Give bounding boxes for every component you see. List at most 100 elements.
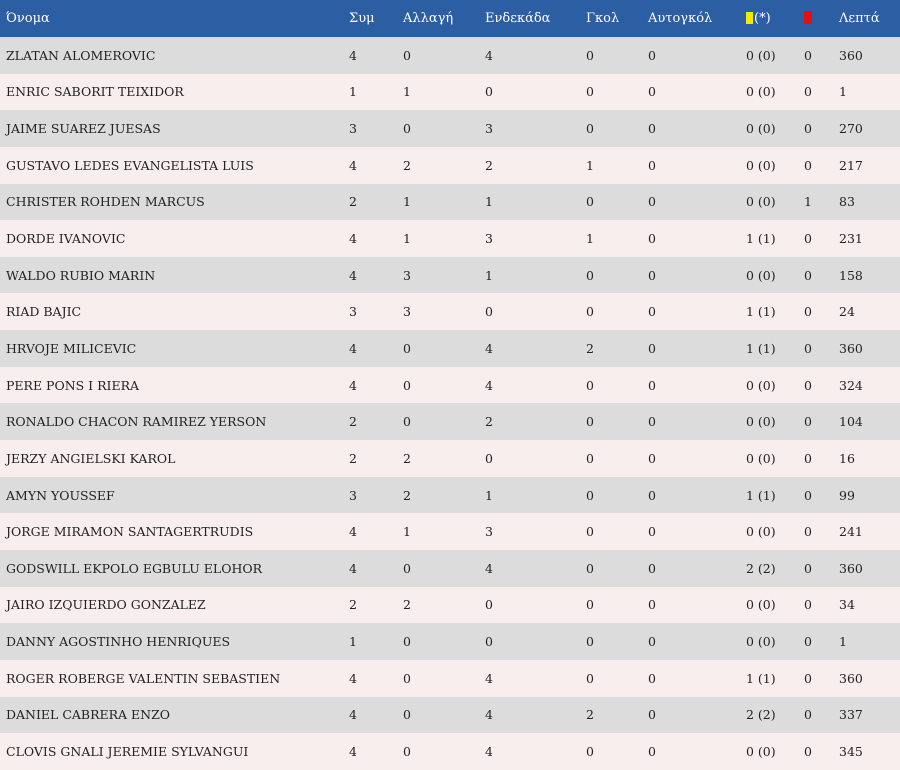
starts-cell: 0	[485, 634, 493, 650]
player-name[interactable]: DANNY AGOSTINHO HENRIQUES	[6, 634, 231, 650]
minutes-cell: 231	[839, 231, 863, 247]
goals-cell: 0	[586, 743, 594, 759]
sub-cell: 3	[403, 267, 411, 283]
table-row: HRVOJE MILICEVIC 4 0 4 2 0 1 (1) 0 360	[0, 330, 900, 367]
red-cards-cell: 0	[804, 340, 812, 356]
header-red-cards[interactable]	[804, 0, 839, 37]
minutes-cell: 360	[839, 47, 863, 63]
yellow-card-icon	[746, 12, 753, 24]
player-name[interactable]: HRVOJE MILICEVIC	[6, 340, 137, 356]
apps-cell: 2	[349, 194, 357, 210]
red-cards-cell: 1	[804, 194, 812, 210]
own-goals-cell: 0	[648, 47, 656, 63]
red-cards-cell: 0	[804, 231, 812, 247]
sub-cell: 0	[403, 560, 411, 576]
starts-cell: 3	[485, 231, 493, 247]
red-cards-cell: 0	[804, 304, 812, 320]
player-name[interactable]: ROGER ROBERGE VALENTIN SEBASTIEN	[6, 670, 281, 686]
header-minutes[interactable]: Λεπτά	[839, 11, 880, 26]
minutes-cell: 360	[839, 340, 863, 356]
player-name[interactable]: DANIEL CABRERA ENZO	[6, 707, 171, 723]
apps-cell: 3	[349, 121, 357, 137]
yellow-cards-cell: 0 (0)	[746, 634, 776, 650]
goals-cell: 0	[586, 267, 594, 283]
yellow-cards-cell: 0 (0)	[746, 47, 776, 63]
player-name[interactable]: JAIME SUAREZ JUESAS	[6, 121, 161, 137]
player-name[interactable]: JERZY ANGIELSKI KAROL	[6, 450, 176, 466]
apps-cell: 4	[349, 267, 357, 283]
header-own-goals[interactable]: Αυτογκόλ	[648, 11, 713, 26]
minutes-cell: 345	[839, 743, 863, 759]
starts-cell: 4	[485, 743, 493, 759]
own-goals-cell: 0	[648, 267, 656, 283]
table-row: JAIME SUAREZ JUESAS 3 0 3 0 0 0 (0) 0 270	[0, 110, 900, 147]
starts-cell: 0	[485, 597, 493, 613]
own-goals-cell: 0	[648, 524, 656, 540]
header-sub[interactable]: Αλλαγή	[403, 11, 454, 26]
apps-cell: 4	[349, 743, 357, 759]
apps-cell: 4	[349, 231, 357, 247]
player-name[interactable]: JAIRO IZQUIERDO GONZALEZ	[6, 597, 206, 613]
red-cards-cell: 0	[804, 414, 812, 430]
table-row: GODSWILL EKPOLO EGBULU ELOHOR 4 0 4 0 0 2 (2) 0…	[0, 549, 900, 587]
sub-cell: 1	[403, 194, 411, 210]
own-goals-cell: 0	[648, 121, 656, 137]
player-name[interactable]: RIAD BAJIC	[6, 304, 82, 320]
player-name[interactable]: ENRIC SABORIT TEIXIDOR	[6, 84, 184, 100]
minutes-cell: 24	[839, 304, 855, 320]
red-card-icon	[804, 11, 812, 24]
sub-cell: 0	[403, 670, 411, 686]
player-name[interactable]: GODSWILL EKPOLO EGBULU ELOHOR	[6, 560, 263, 576]
sub-cell: 2	[403, 597, 411, 613]
table-row: DANNY AGOSTINHO HENRIQUES 1 0 0 0 0 0 (0) 0 1	[0, 623, 900, 660]
starts-cell: 0	[485, 304, 493, 320]
table-row: ZLATAN ALOMEROVIC 4 0 4 0 0 0 (0) 0 360	[0, 37, 900, 74]
red-cards-cell: 0	[804, 524, 812, 540]
player-name[interactable]: ZLATAN ALOMEROVIC	[6, 47, 156, 63]
own-goals-cell: 0	[648, 634, 656, 650]
header-apps[interactable]: Συμ	[349, 11, 375, 26]
player-name[interactable]: CLOVIS GNALI JEREMIE SYLVANGUI	[6, 743, 249, 759]
goals-cell: 0	[586, 524, 594, 540]
header-yellow-cards[interactable]: (*)	[746, 0, 804, 37]
sub-cell: 1	[403, 524, 411, 540]
player-name[interactable]: AMYN YOUSSEF	[6, 487, 115, 503]
header-name[interactable]: Όνομα	[6, 11, 50, 26]
red-cards-cell: 0	[804, 634, 812, 650]
player-name[interactable]: RONALDO CHACON RAMIREZ YERSON	[6, 414, 267, 430]
player-name[interactable]: DORDE IVANOVIC	[6, 231, 126, 247]
yellow-cards-cell: 1 (1)	[746, 304, 776, 320]
red-cards-cell: 0	[804, 267, 812, 283]
player-name[interactable]: JORGE MIRAMON SANTAGERTRUDIS	[6, 524, 254, 540]
red-cards-cell: 0	[804, 597, 812, 613]
minutes-cell: 360	[839, 670, 863, 686]
yellow-cards-cell: 1 (1)	[746, 487, 776, 503]
apps-cell: 3	[349, 487, 357, 503]
sub-cell: 0	[403, 377, 411, 393]
header-yellow-suffix: (*)	[754, 11, 771, 26]
table-row: CLOVIS GNALI JEREMIE SYLVANGUI 4 0 4 0 0 0 (0)…	[0, 733, 900, 770]
goals-cell: 0	[586, 121, 594, 137]
player-name[interactable]: GUSTAVO LEDES EVANGELISTA LUIS	[6, 157, 254, 173]
own-goals-cell: 0	[648, 743, 656, 759]
goals-cell: 0	[586, 634, 594, 650]
sub-cell: 2	[403, 487, 411, 503]
table-row: JERZY ANGIELSKI KAROL 2 2 0 0 0 0 (0) 0 16	[0, 440, 900, 477]
table-row: GUSTAVO LEDES EVANGELISTA LUIS 4 2 2 1 0 0 (0)…	[0, 146, 900, 184]
player-name[interactable]: PERE PONS I RIERA	[6, 377, 140, 393]
yellow-cards-cell: 1 (1)	[746, 670, 776, 686]
own-goals-cell: 0	[648, 707, 656, 723]
own-goals-cell: 0	[648, 194, 656, 210]
own-goals-cell: 0	[648, 450, 656, 466]
header-goals[interactable]: Γκολ	[586, 11, 620, 26]
header-starts[interactable]: Ενδεκάδα	[485, 11, 551, 26]
player-name[interactable]: WALDO RUBIO MARIN	[6, 267, 156, 283]
red-cards-cell: 0	[804, 47, 812, 63]
minutes-cell: 360	[839, 560, 863, 576]
apps-cell: 3	[349, 304, 357, 320]
goals-cell: 0	[586, 670, 594, 686]
yellow-cards-cell: 2 (2)	[746, 707, 776, 723]
red-cards-cell: 0	[804, 450, 812, 466]
table-row: AMYN YOUSSEF 3 2 1 0 0 1 (1) 0 99	[0, 476, 900, 514]
player-name[interactable]: CHRISTER ROHDEN MARCUS	[6, 194, 205, 210]
